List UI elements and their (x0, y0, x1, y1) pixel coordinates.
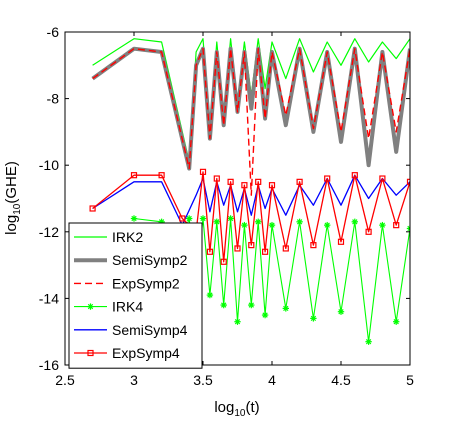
data-point (365, 338, 372, 345)
data-point (268, 182, 276, 189)
data-point (261, 311, 269, 319)
legend-item: IRK4 (74, 299, 143, 315)
series-expsymp2 (92, 48, 410, 196)
legend-label: SemiSymp2 (112, 252, 188, 268)
data-point (227, 215, 234, 222)
x-tick-label: 5 (406, 372, 414, 388)
y-tick-label: -6 (47, 24, 60, 40)
data-point (268, 221, 276, 229)
data-point (406, 225, 410, 232)
data-point (206, 248, 213, 255)
data-point (199, 215, 207, 222)
data-point (213, 175, 220, 182)
data-point (282, 245, 289, 252)
legend-label: SemiSymp4 (112, 322, 188, 338)
data-point (393, 318, 400, 325)
x-axis-label: log10(t) (214, 399, 259, 419)
data-point (234, 245, 241, 252)
legend-box (68, 222, 203, 369)
data-point (406, 178, 410, 185)
data-point (241, 182, 248, 189)
legend-item: SemiSymp4 (74, 322, 188, 338)
data-point (130, 172, 138, 179)
legend-marker (87, 349, 94, 357)
legend-label: IRK2 (112, 229, 143, 245)
series-line (92, 48, 410, 196)
data-point (324, 221, 331, 229)
data-point (393, 222, 400, 229)
data-point (365, 228, 372, 235)
y-tick-label: -10 (39, 157, 59, 173)
legend-item: ExpSymp4 (74, 345, 180, 361)
data-point (186, 215, 193, 222)
y-tick-label: -12 (39, 224, 59, 240)
series-expsymp4 (89, 168, 410, 265)
data-point (213, 218, 220, 226)
data-point (310, 242, 317, 249)
data-point (248, 242, 255, 249)
data-point (262, 248, 269, 255)
y-axis-label: log10(GHE) (3, 161, 23, 235)
data-point (337, 238, 345, 245)
x-tick-label: 3.5 (193, 372, 213, 388)
data-point (379, 175, 386, 182)
data-point (206, 291, 214, 299)
legend-label: ExpSymp4 (112, 345, 180, 361)
x-tick-label: 2.5 (55, 372, 75, 388)
legend-item: IRK2 (74, 229, 143, 245)
data-point (282, 305, 289, 312)
legend-marker (87, 303, 94, 310)
data-point (179, 215, 186, 222)
y-tick-label: -14 (39, 290, 59, 306)
legend-label: ExpSymp2 (112, 275, 180, 291)
legend-item: SemiSymp2 (74, 252, 188, 268)
data-point (241, 221, 248, 229)
data-point (220, 301, 227, 309)
data-point (199, 168, 207, 175)
data-point (296, 178, 303, 185)
data-point (310, 315, 317, 322)
legend: IRK2 SemiSymp2 ExpSymp2 IRK4 SemiSymp4 ExpSym… (68, 222, 203, 369)
data-point (351, 218, 358, 226)
data-point (220, 258, 227, 265)
axes-box (64, 31, 411, 366)
data-point (89, 205, 96, 212)
legend-label: IRK4 (112, 299, 143, 315)
x-tick-label: 4 (268, 372, 276, 388)
series-line (92, 171, 410, 263)
data-point (130, 215, 138, 222)
data-point (324, 175, 331, 182)
data-point (234, 318, 241, 325)
data-point (227, 178, 234, 185)
y-tick-label: -16 (39, 357, 59, 373)
legend-item: ExpSymp2 (74, 275, 180, 291)
data-point (337, 308, 345, 315)
data-point (379, 221, 386, 229)
x-tick-label: 3 (130, 372, 138, 388)
data-point (255, 218, 262, 226)
y-tick-label: -8 (47, 91, 60, 107)
data-point (158, 172, 165, 179)
data-point (351, 172, 358, 179)
series-semisymp4 (92, 174, 410, 226)
data-point (296, 218, 303, 226)
data-point (248, 301, 255, 309)
series-line (92, 174, 410, 226)
x-tick-label: 4.5 (331, 372, 351, 388)
data-point (255, 178, 262, 185)
